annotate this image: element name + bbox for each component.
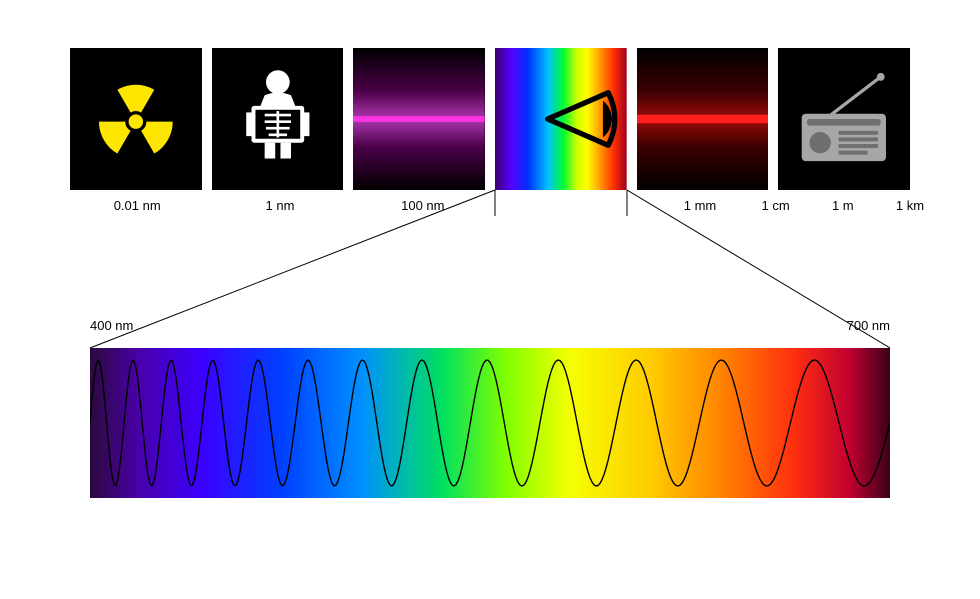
scale-label: 1 m: [832, 198, 854, 213]
radiation-icon: [70, 48, 202, 190]
scale-label: 1 nm: [266, 198, 295, 213]
zoom-label-left: 400 nm: [90, 318, 133, 333]
panel-xray: [212, 48, 344, 190]
scale-label: 100 nm: [401, 198, 444, 213]
panel-radio: [778, 48, 910, 190]
panel-gamma: [70, 48, 202, 190]
panel-visible: [495, 48, 627, 190]
zoom-label-right: 700 nm: [847, 318, 890, 333]
panel-infrared: [637, 48, 769, 190]
eye-icon: [495, 48, 627, 190]
ir-laser-icon: [637, 48, 769, 190]
visible-spectrum-strip: [90, 348, 890, 498]
radio-icon: [778, 48, 910, 190]
xray-person-icon: [212, 48, 344, 190]
panel-ultraviolet: [353, 48, 485, 190]
scale-label: 1 km: [896, 198, 924, 213]
scale-label: 1 cm: [762, 198, 790, 213]
wavelength-scale: 0.01 nm1 nm100 nm1 mm1 cm1 m1 km: [70, 198, 910, 218]
spectrum-panels-row: [70, 48, 910, 190]
scale-label: 0.01 nm: [114, 198, 161, 213]
scale-label: 1 mm: [684, 198, 717, 213]
visible-zoom-labels: 400 nm 700 nm: [90, 318, 890, 338]
uv-laser-icon: [353, 48, 485, 190]
em-spectrum-infographic: 0.01 nm 1 nm 100 nm 1 mm 1 cm 1 m 1 km 400 nm …: [0, 0, 980, 599]
